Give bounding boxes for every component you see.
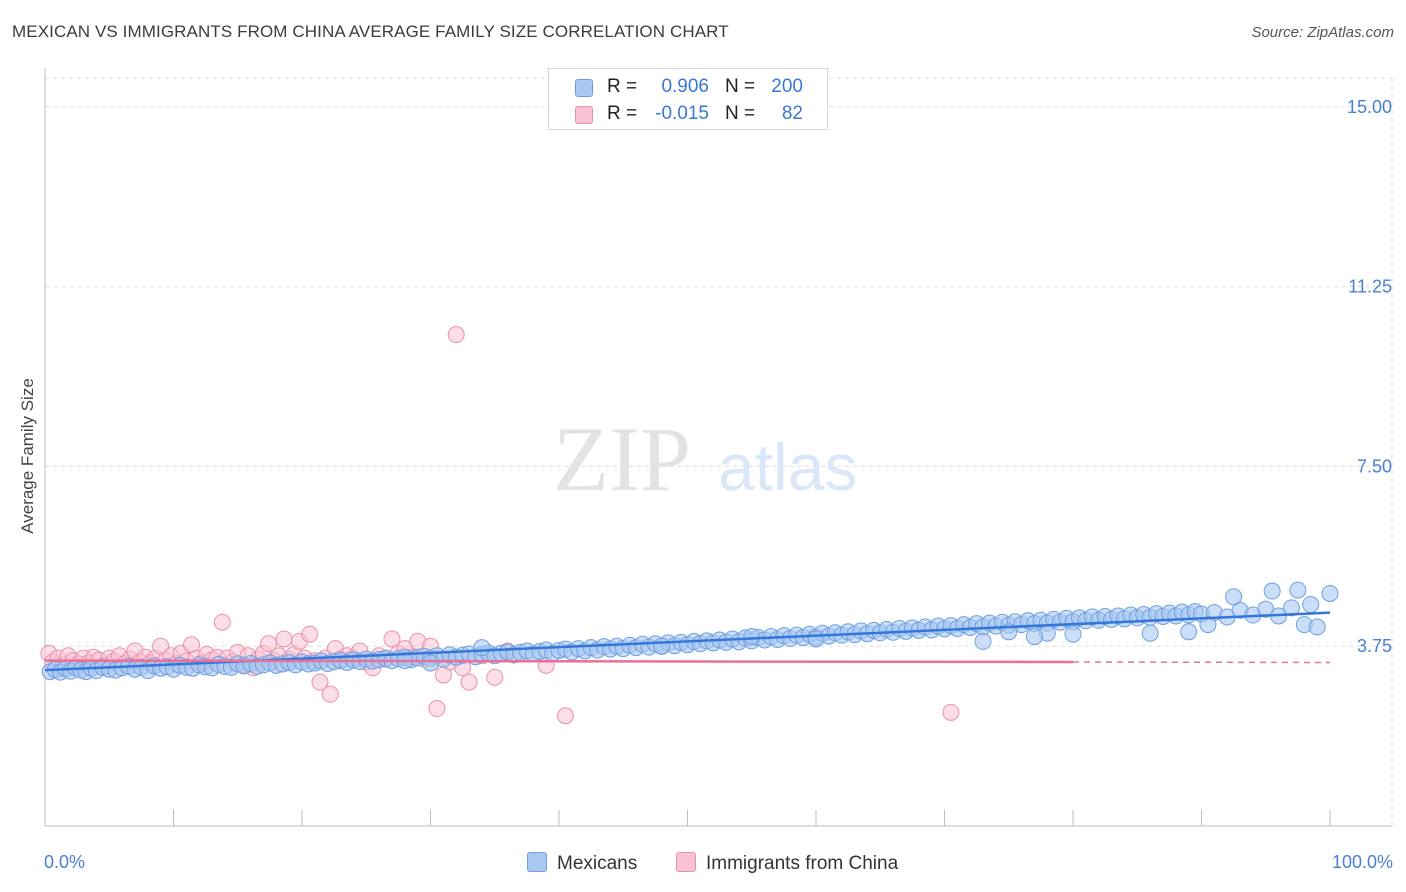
watermark: ZIP atlas — [553, 408, 857, 510]
mexicans-point — [974, 632, 992, 650]
china-point — [556, 707, 574, 725]
axes — [44, 68, 1392, 827]
bottom-legend-mexicans: Mexicans — [527, 852, 637, 875]
legend-n-value: 200 — [771, 76, 803, 97]
legend-row-china: R = -0.015 N = 82 — [549, 102, 827, 128]
china-point — [460, 673, 478, 691]
y-tick-label: 3.75 — [1357, 636, 1392, 656]
mexicans-point — [1199, 616, 1217, 634]
mexicans-point — [743, 628, 761, 646]
china-point — [486, 668, 504, 686]
mexicans-point — [807, 630, 825, 648]
china-point — [275, 630, 293, 648]
chart-title: MEXICAN VS IMMIGRANTS FROM CHINA AVERAGE… — [12, 22, 729, 41]
legend-swatch-pink — [575, 106, 593, 124]
china-point — [428, 700, 446, 718]
y-tick-label: 7.50 — [1357, 456, 1392, 476]
source-label: Source: ZipAtlas.com — [1251, 24, 1394, 41]
x-tick-label-max: 100.0% — [1331, 852, 1393, 872]
watermark-atlas: atlas — [718, 430, 857, 504]
china-point — [311, 673, 329, 691]
china-point — [942, 703, 960, 721]
legend-r-value: -0.015 — [655, 103, 709, 124]
y-tick-labels: 3.75 7.50 11.25 15.00 — [1347, 97, 1392, 656]
china-point — [301, 625, 319, 643]
china-point — [213, 613, 231, 631]
y-tick-label: 11.25 — [1348, 277, 1392, 297]
bottom-legend-china: Immigrants from China — [676, 852, 898, 875]
correlation-legend: R = 0.906 N = 200 R = -0.015 N = 82 — [548, 68, 828, 130]
mexicans-point — [1282, 599, 1300, 617]
legend-swatch-blue — [575, 79, 593, 97]
mexicans-point — [1180, 623, 1198, 641]
bottom-legend-swatch-blue — [527, 852, 547, 872]
mexicans-point — [1289, 581, 1307, 599]
mexicans-point — [422, 654, 439, 672]
y-tick-label: 15.00 — [1347, 97, 1392, 117]
legend-n-label: N = — [725, 103, 756, 124]
x-tick-label-min: 0.0% — [44, 852, 86, 872]
bottom-legend-mexicans-label: Mexicans — [557, 853, 638, 874]
legend-r-label: R = — [607, 103, 638, 124]
legend-row-mexicans: R = 0.906 N = 200 — [549, 75, 827, 101]
mexicans-point — [1263, 582, 1281, 600]
legend-n-value: 82 — [781, 103, 803, 124]
trend-lines — [44, 611, 1331, 672]
china-point — [383, 630, 401, 648]
mexicans-point — [1302, 595, 1320, 613]
china-point — [260, 635, 278, 653]
mexicans-point — [1225, 588, 1243, 606]
mexicans-point — [653, 637, 671, 655]
mexicans-point — [1141, 624, 1159, 642]
watermark-zip: ZIP — [553, 408, 691, 510]
bottom-legend-swatch-pink — [676, 852, 696, 872]
series-mexicans-points — [41, 581, 1339, 681]
mexicans-point — [1025, 628, 1043, 646]
mexicans-point — [1064, 625, 1082, 643]
mexicans-point — [473, 639, 491, 657]
legend-r-label: R = — [607, 76, 638, 97]
mexicans-point — [1321, 584, 1339, 602]
china-trend-line — [44, 659, 1074, 664]
mexicans-point — [1308, 618, 1326, 636]
china-point — [321, 685, 339, 703]
legend-r-value: 0.906 — [661, 76, 709, 97]
legend-n-label: N = — [725, 76, 756, 97]
china-point — [447, 326, 465, 344]
bottom-legend-china-label: Immigrants from China — [706, 853, 899, 874]
